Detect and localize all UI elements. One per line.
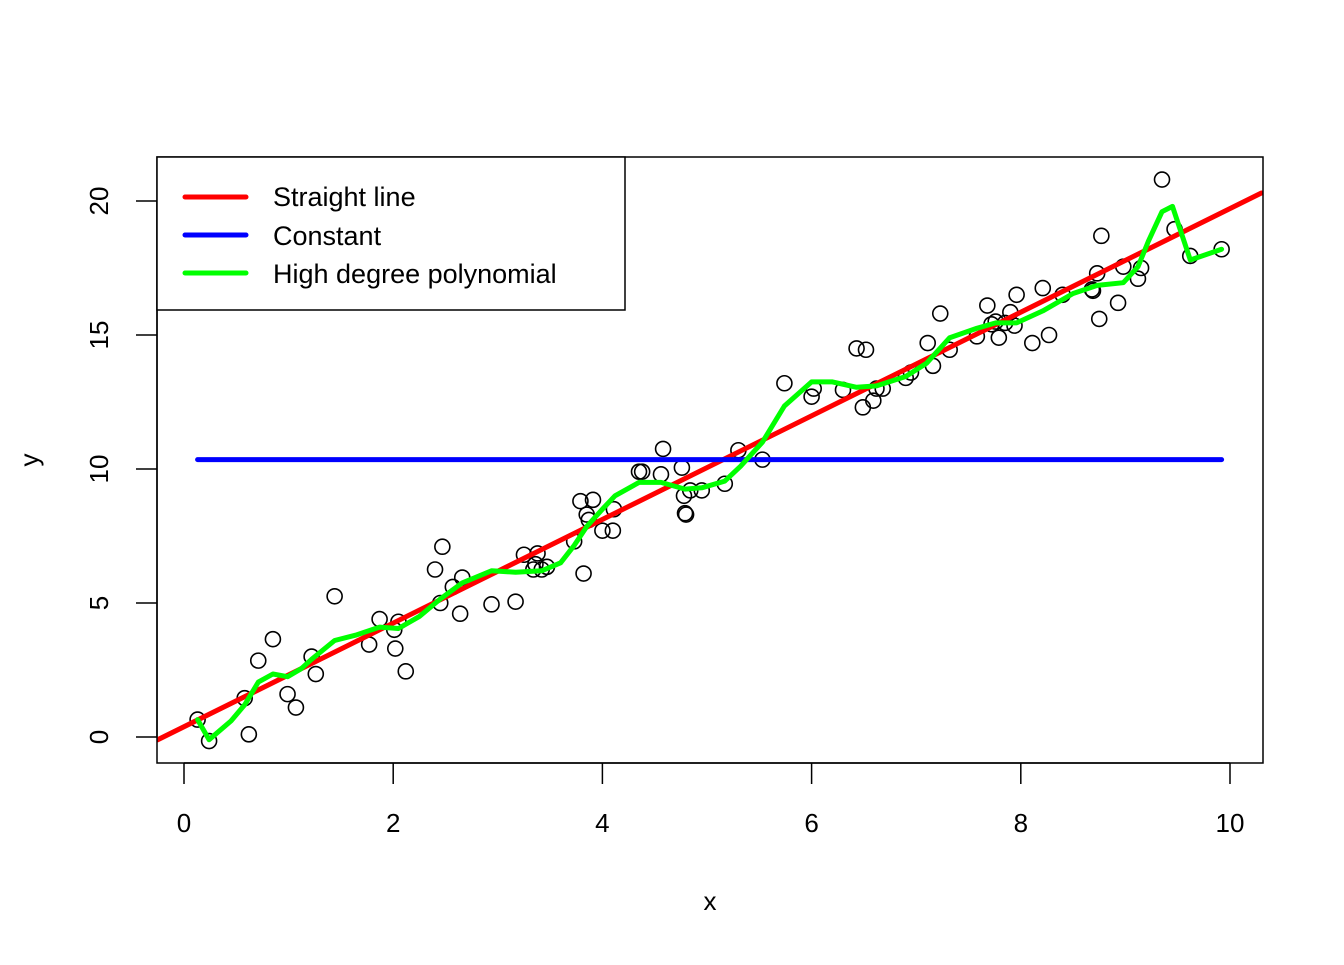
x-tick-label: 2 [386,808,400,838]
data-point [776,374,793,392]
data-point [604,522,622,539]
data-point [584,491,602,509]
data-point [1006,317,1023,334]
x-tick-label: 6 [804,808,818,838]
data-point [249,652,267,669]
x-tick-label: 4 [595,808,609,838]
x-axis: 0 2 4 6 8 10 [177,762,1245,838]
data-point [1129,270,1147,288]
data-point [1109,294,1127,312]
data-point [1093,227,1110,245]
data-point [386,640,404,657]
data-point [594,522,611,539]
x-tick-label: 10 [1216,808,1245,838]
data-point [371,610,388,628]
data-point [426,561,444,578]
data-point [848,340,865,357]
data-point [633,463,651,480]
data-point [630,463,648,480]
y-axis: 0 5 10 15 20 [84,187,158,744]
data-point [1153,171,1171,188]
data-point [1008,286,1025,304]
data-point [434,538,451,556]
data-point [676,504,694,522]
data-point [326,587,343,605]
y-tick-label: 0 [84,730,114,744]
data-point [451,605,469,623]
data-point [919,334,937,352]
data-point [979,297,996,314]
legend-label-straight-line: Straight line [273,182,416,212]
high-degree-polynomial-fit-line [195,203,1225,743]
y-tick-label: 20 [84,187,114,216]
x-tick-label: 0 [177,808,191,838]
y-tick-label: 15 [84,321,114,350]
data-point [264,630,282,648]
data-point [1024,334,1041,352]
data-point [307,665,325,683]
data-point [673,459,691,476]
data-point [483,596,500,613]
data-point [854,399,872,416]
data-point [189,711,206,728]
data-point [279,685,296,703]
legend-label-constant: Constant [273,221,382,251]
data-point [1090,310,1108,328]
data-point [990,329,1008,346]
legend: Straight line Constant High degree polyn… [156,156,626,311]
data-point [575,565,592,582]
data-point [865,392,882,409]
data-point [572,492,589,510]
data-point [287,699,305,716]
y-tick-label: 10 [84,455,114,484]
legend-label-polynomial: High degree polynomial [273,259,557,289]
data-point [652,466,670,483]
straight-line-fit-line [157,190,1263,743]
data-point [931,305,949,322]
data-point [677,506,695,523]
data-point [507,593,524,610]
data-point [654,440,672,458]
data-point [1040,326,1058,344]
data-point [397,663,415,680]
y-axis-label: y [14,454,44,467]
x-tick-label: 8 [1014,808,1028,838]
data-point [1034,279,1052,297]
x-axis-label: x [704,886,717,916]
data-point [857,341,875,359]
data-point [803,388,820,405]
plot-area [157,171,1263,750]
data-point [200,732,218,750]
data-point [240,726,258,743]
y-tick-label: 5 [84,596,114,610]
